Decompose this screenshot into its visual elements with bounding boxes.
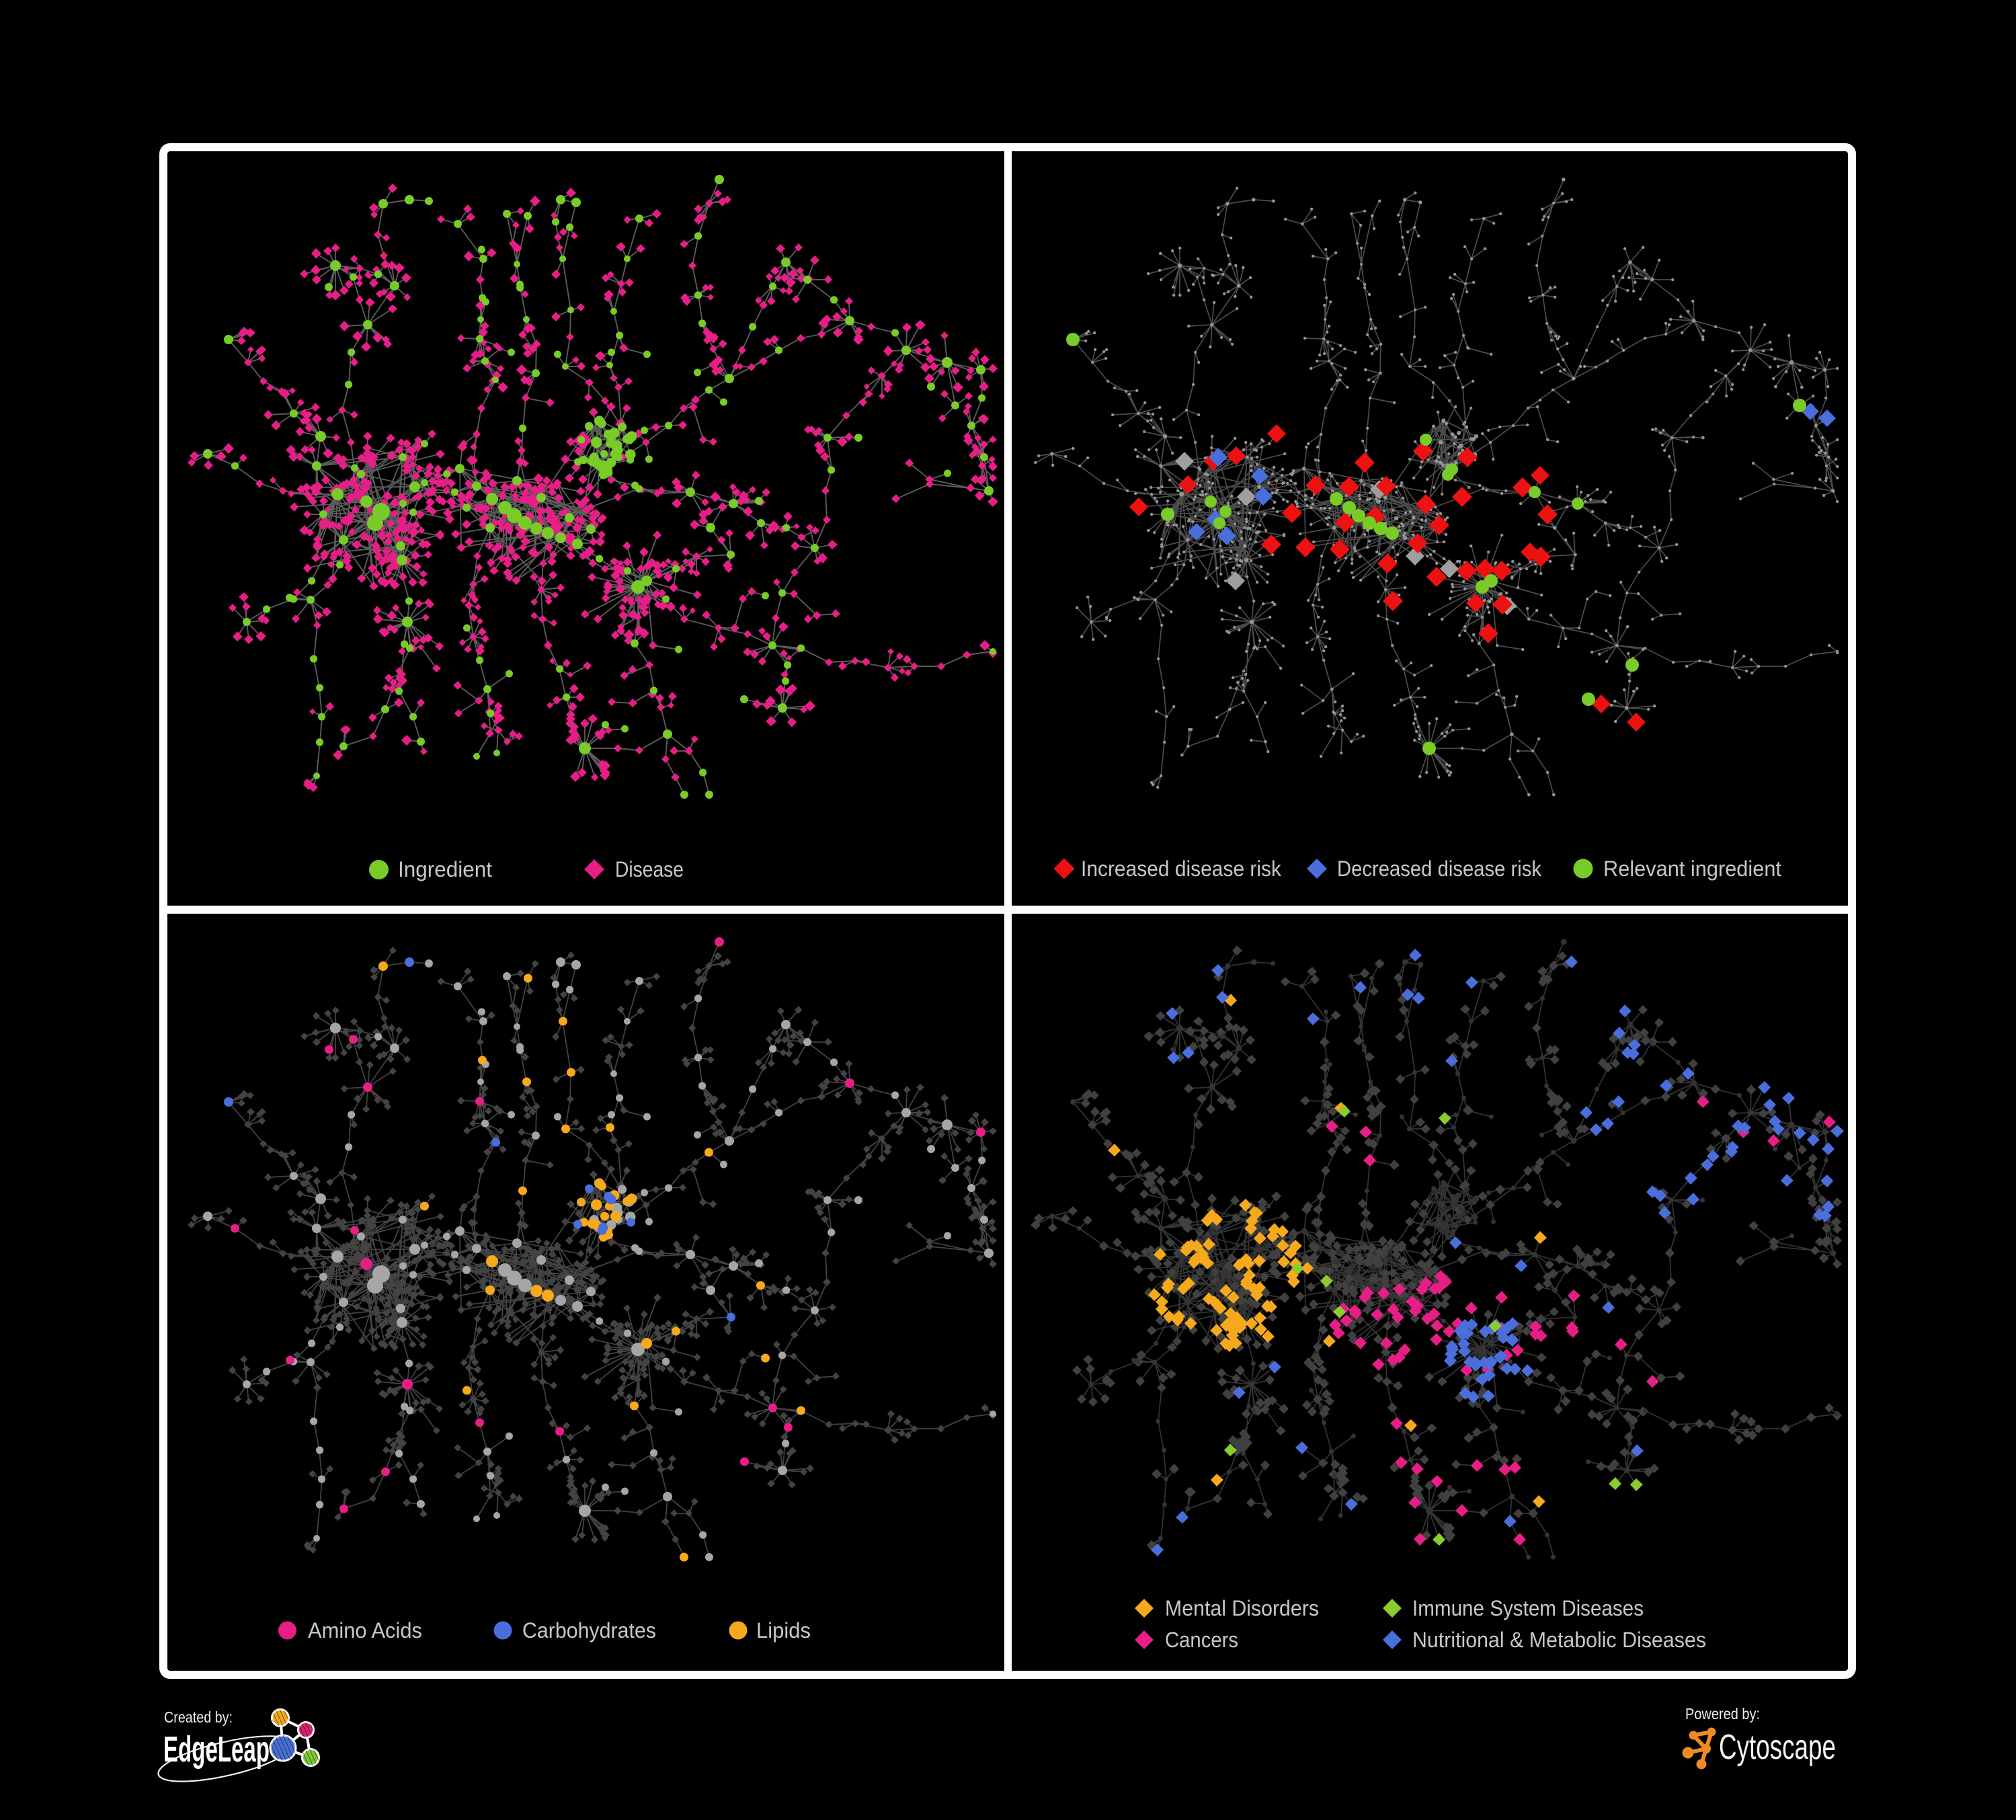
svg-text:Created by:: Created by:	[164, 1708, 233, 1726]
svg-text:Cancers: Cancers	[1165, 1628, 1238, 1652]
svg-text:Powered by:: Powered by:	[1685, 1705, 1760, 1723]
svg-text:Lipids: Lipids	[756, 1618, 811, 1643]
svg-text:Increased disease risk: Increased disease risk	[1081, 857, 1282, 881]
svg-text:Carbohydrates: Carbohydrates	[522, 1618, 656, 1643]
svg-text:Disease: Disease	[615, 857, 684, 881]
svg-text:Decreased disease risk: Decreased disease risk	[1337, 857, 1542, 881]
svg-text:Immune System Diseases: Immune System Diseases	[1412, 1596, 1644, 1620]
svg-text:Nutritional & Metabolic Diseas: Nutritional & Metabolic Diseases	[1412, 1628, 1706, 1652]
svg-text:Ingredient: Ingredient	[398, 857, 492, 881]
svg-text:EdgeLeap: EdgeLeap	[163, 1729, 270, 1770]
svg-text:Amino Acids: Amino Acids	[308, 1618, 422, 1643]
svg-text:Cytoscape: Cytoscape	[1719, 1728, 1836, 1767]
svg-text:Relevant ingredient: Relevant ingredient	[1603, 857, 1781, 881]
svg-text:Mental Disorders: Mental Disorders	[1165, 1596, 1319, 1620]
